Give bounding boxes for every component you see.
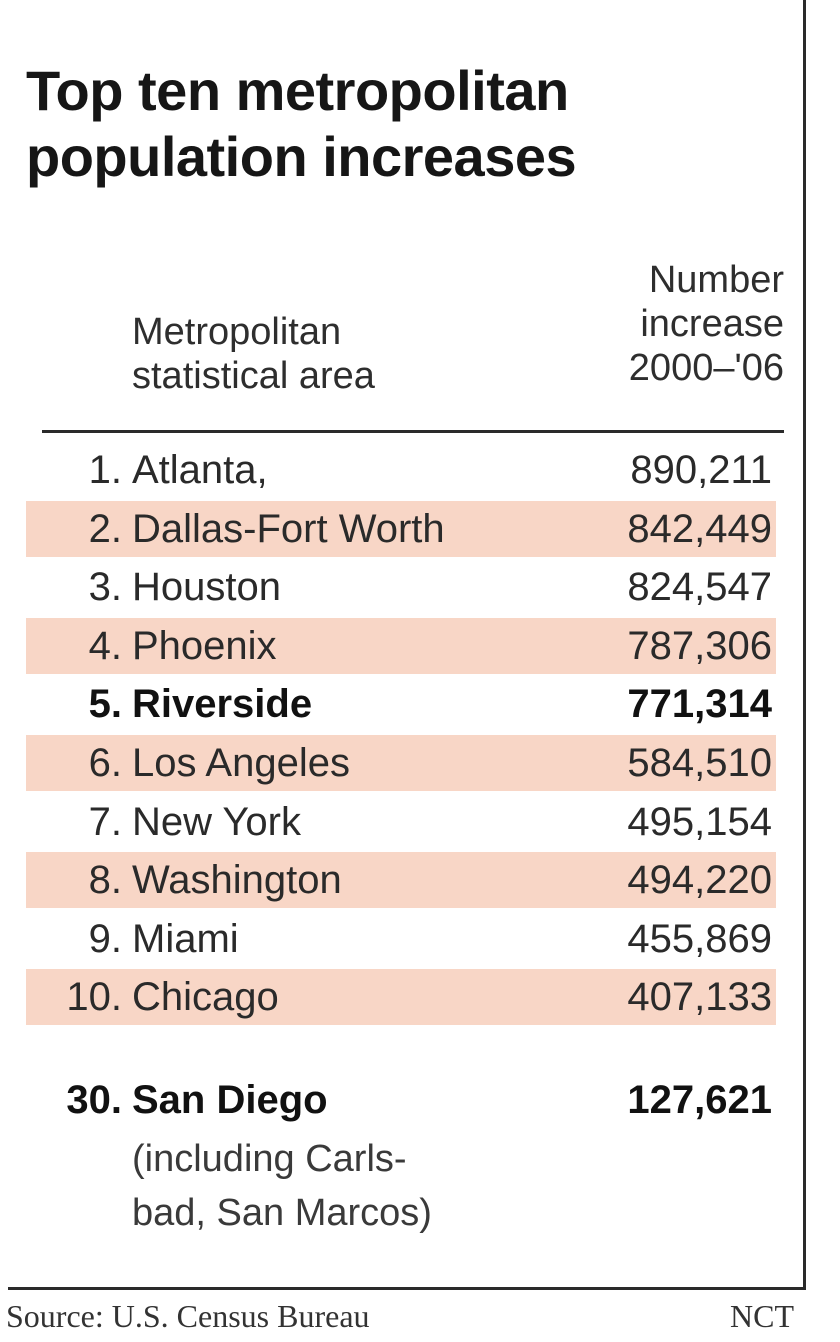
table-row: 8. Washington 494,220	[26, 852, 776, 909]
column-header-area-line-1: Metropolitan	[132, 311, 342, 353]
featured-row-note-line-1: (including Carls-	[132, 1138, 407, 1180]
row-increase: 842,449	[627, 506, 772, 551]
row-area: Atlanta,	[132, 448, 268, 492]
row-area: Miami	[132, 916, 239, 961]
credit-label: NCT	[730, 1298, 794, 1334]
header-rule	[42, 430, 784, 433]
featured-row-note: (including Carls- bad, San Marcos)	[132, 1132, 532, 1240]
row-area: Washington	[132, 858, 342, 903]
table-row: 2. Dallas-Fort Worth 842,449	[26, 500, 776, 557]
row-increase: 407,133	[627, 975, 772, 1020]
row-area: Dallas-Fort Worth	[132, 506, 445, 551]
row-area: Riverside	[132, 682, 313, 727]
table-row: 4. Phoenix 787,306	[26, 617, 776, 674]
column-header-area-line-2: statistical area	[132, 355, 375, 397]
column-header-increase: Number increase 2000–'06	[548, 258, 784, 390]
row-increase: 495,154	[627, 799, 772, 844]
column-header-increase-line-3: 2000–'06	[628, 347, 784, 389]
chart-title: Top ten metropolitan population increase…	[26, 58, 786, 190]
chart-title-line-1: Top ten metropolitan	[26, 59, 569, 122]
row-rank: 10.	[66, 975, 122, 1020]
featured-row-rank: 30.	[66, 1078, 122, 1122]
row-increase: 494,220	[627, 858, 772, 903]
row-rank: 8.	[88, 858, 122, 903]
table-row: 1. Atlanta, 890,211	[26, 442, 776, 498]
row-rank: 2.	[88, 506, 122, 551]
table-row: 5. Riverside 771,314	[26, 676, 776, 732]
row-area: Houston	[132, 565, 281, 610]
row-rank: 7.	[88, 799, 122, 844]
row-area: Chicago	[132, 975, 279, 1020]
row-increase: 787,306	[627, 623, 772, 668]
row-increase: 771,314	[627, 682, 772, 727]
table-row: 7. New York 495,154	[26, 794, 776, 850]
featured-row-note-line-2: bad, San Marcos)	[132, 1192, 432, 1234]
row-area: New York	[132, 799, 301, 844]
row-area: Phoenix	[132, 623, 277, 668]
row-rank: 4.	[88, 623, 122, 668]
row-rank: 1.	[88, 448, 122, 492]
row-increase: 890,211	[630, 448, 772, 492]
row-increase: 455,869	[627, 916, 772, 961]
featured-row-area: San Diego	[132, 1078, 328, 1122]
table-body: 1. Atlanta, 890,211 2. Dallas-Fort Worth 842,…	[26, 442, 776, 1028]
graphic-frame	[8, 0, 806, 1290]
row-rank: 6.	[88, 740, 122, 785]
row-area: Los Angeles	[132, 740, 350, 785]
chart-title-line-2: population increases	[26, 125, 577, 188]
column-header-area: Metropolitan statistical area	[132, 310, 532, 398]
row-rank: 3.	[88, 565, 122, 610]
row-increase: 584,510	[627, 740, 772, 785]
featured-row-increase: 127,621	[627, 1078, 772, 1122]
table-row: 10. Chicago 407,133	[26, 969, 776, 1026]
column-header-increase-line-1: Number	[648, 259, 784, 301]
table-row: 6. Los Angeles 584,510	[26, 734, 776, 791]
row-rank: 5.	[88, 682, 122, 727]
row-rank: 9.	[88, 916, 122, 961]
table-row: 3. Houston 824,547	[26, 559, 776, 615]
table-row: 9. Miami 455,869	[26, 911, 776, 967]
column-header-increase-line-2: increase	[640, 303, 784, 345]
source-note: Source: U.S. Census Bureau	[6, 1298, 370, 1334]
featured-row-san-diego: 30. San Diego 127,621 (including Carls- …	[26, 1072, 776, 1262]
row-increase: 824,547	[627, 565, 772, 610]
